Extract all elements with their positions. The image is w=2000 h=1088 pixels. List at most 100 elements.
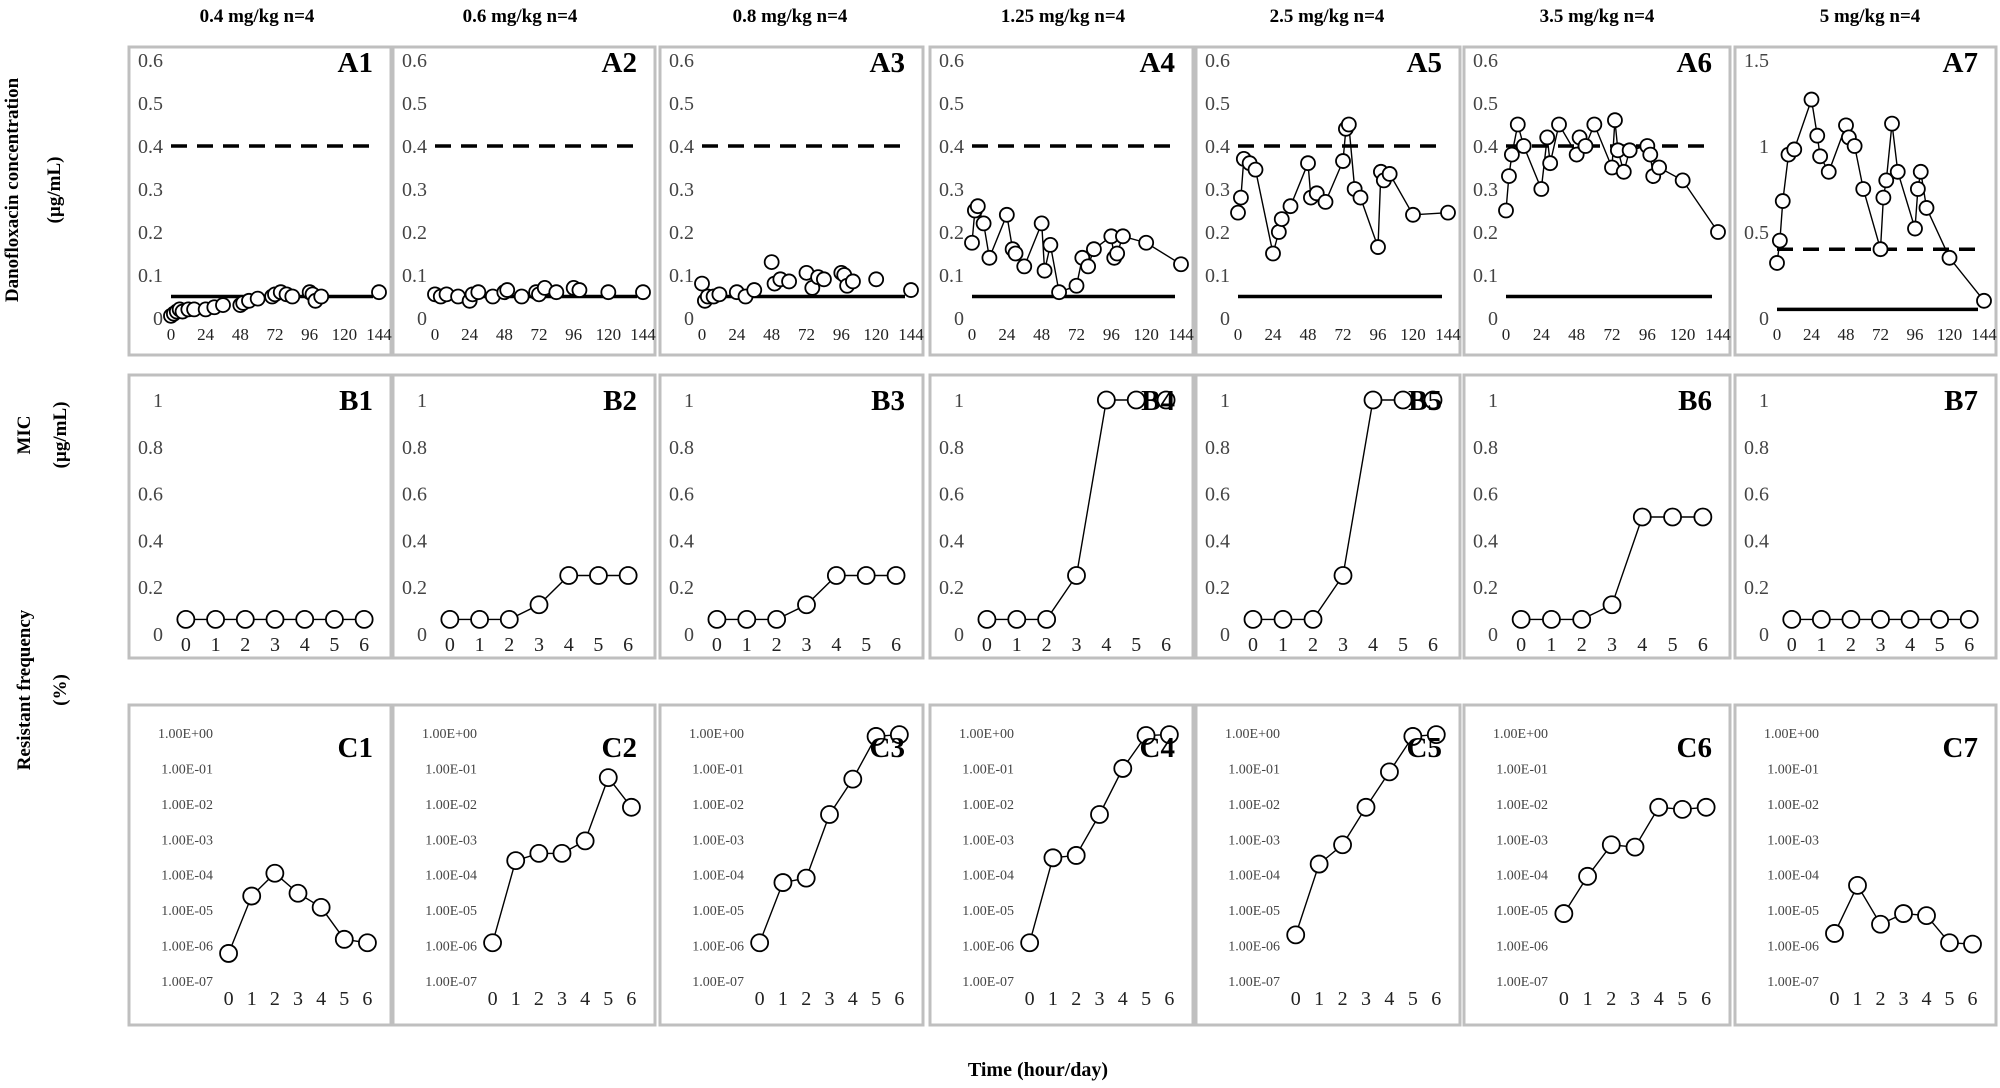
x-tick-label: 144 bbox=[366, 325, 392, 344]
x-tick-label: 24 bbox=[461, 325, 479, 344]
x-tick-label: 96 bbox=[1103, 325, 1120, 344]
x-tick-label: 0 bbox=[488, 988, 498, 1010]
y-tick-label: 0.4 bbox=[1205, 530, 1230, 552]
x-tick-label: 1 bbox=[211, 634, 221, 656]
data-point bbox=[1020, 933, 1040, 953]
panel-b3: 00.20.40.60.810 1 2 3 4 5 6B3 bbox=[658, 373, 925, 660]
row-labels: Danofloxacin concentration (µg/mL) MIC (… bbox=[2, 77, 71, 770]
x-tick-label: 72 bbox=[1068, 325, 1085, 344]
y-tick-label: 0.4 bbox=[1473, 530, 1498, 552]
y-tick-label: 1 bbox=[417, 390, 427, 412]
panel-label: B7 bbox=[1944, 385, 1978, 417]
y-tick-label: 0.5 bbox=[402, 93, 427, 115]
y-tick-label: 1.00E-04 bbox=[1767, 869, 1819, 884]
y-tick-label: 1.00E-07 bbox=[692, 975, 744, 990]
x-tick-label: 0 bbox=[431, 325, 440, 344]
data-point bbox=[506, 851, 526, 871]
x-tick-label: 0 bbox=[181, 634, 191, 656]
panel-border bbox=[1462, 703, 1732, 1027]
y-tick-label: 0.2 bbox=[669, 577, 694, 599]
y-tick-label: 0.3 bbox=[402, 179, 427, 201]
data-point bbox=[1907, 220, 1923, 237]
data-point bbox=[1115, 228, 1131, 245]
y-tick-label: 1.00E-04 bbox=[161, 869, 213, 884]
data-point bbox=[1917, 906, 1936, 926]
data-point bbox=[1352, 189, 1369, 206]
panel-b2: 00.20.40.60.810 1 2 3 4 5 6B2 bbox=[391, 373, 657, 660]
panel-b7: 00.20.40.60.810 1 2 3 4 5 6B7 bbox=[1733, 373, 1998, 660]
y-tick-label: 1.00E-02 bbox=[1496, 798, 1548, 813]
data-point bbox=[1501, 168, 1517, 185]
row-label-c-line1: Resistant frequency bbox=[14, 609, 35, 770]
x-tick-label: 5 bbox=[1141, 988, 1151, 1010]
y-tick-label: 1.00E-06 bbox=[692, 940, 744, 955]
panel-c5: 1.00E-07 1.00E-06 1.00E-05 1.00E-04 1.00E-03… bbox=[1194, 703, 1462, 1027]
x-tick-label: 3 bbox=[1899, 988, 1909, 1010]
data-point bbox=[1774, 193, 1791, 209]
panel-b6: 00.20.40.60.810 1 2 3 4 5 6B6 bbox=[1462, 373, 1732, 660]
x-tick-label: 2 bbox=[1577, 634, 1587, 656]
panel-label: A1 bbox=[338, 47, 373, 79]
x-tick-label: 6 bbox=[1161, 634, 1171, 656]
x-tick-label: 4 bbox=[1654, 988, 1664, 1010]
y-tick-label: 0.2 bbox=[402, 577, 427, 599]
data-point bbox=[1333, 566, 1353, 585]
panel-label: A6 bbox=[1677, 47, 1712, 79]
y-tick-label: 0.5 bbox=[138, 93, 163, 115]
data-point bbox=[1900, 609, 1920, 629]
column-titles: 0.4 mg/kg n=4 0.6 mg/kg n=4 0.8 mg/kg n=… bbox=[200, 6, 1921, 27]
panel-label: B6 bbox=[1678, 385, 1712, 417]
x-tick-label: 1 bbox=[475, 634, 485, 656]
data-point bbox=[981, 249, 998, 266]
panel-label: C2 bbox=[602, 732, 637, 764]
panel-label: C4 bbox=[1140, 732, 1175, 764]
panel-b1: 00.20.40.60.810 1 2 3 4 5 6B1 bbox=[127, 373, 393, 660]
panel-label: A3 bbox=[870, 47, 905, 79]
y-tick-label: 0.3 bbox=[1473, 179, 1498, 201]
data-point bbox=[1542, 609, 1561, 629]
panel-border bbox=[127, 373, 393, 660]
data-point bbox=[969, 198, 986, 215]
row-label-a-line2: (µg/mL) bbox=[44, 157, 65, 224]
data-point bbox=[635, 284, 651, 301]
x-tick-label: 2 bbox=[1338, 988, 1348, 1010]
data-point bbox=[1440, 204, 1456, 221]
y-tick-label: 0.2 bbox=[669, 222, 694, 244]
panel-a4: 0 0.1 0.2 0.3 0.4 0.5 0.6 0 24 48 72 96 120 144 A4 bbox=[928, 45, 1195, 357]
data-point bbox=[622, 797, 641, 817]
data-point bbox=[265, 863, 285, 883]
x-tick-label: 0 bbox=[698, 325, 707, 344]
data-point bbox=[1426, 725, 1446, 745]
data-point bbox=[820, 805, 839, 824]
data-point bbox=[1317, 193, 1334, 210]
x-tick-label: 48 bbox=[232, 325, 249, 344]
data-point bbox=[288, 883, 308, 903]
column-title: 2.5 mg/kg n=4 bbox=[1270, 6, 1385, 27]
data-point bbox=[1423, 390, 1443, 410]
x-tick-label: 1 bbox=[1314, 988, 1324, 1010]
panel-label: B3 bbox=[871, 385, 905, 417]
y-tick-label: 1.00E-06 bbox=[1228, 940, 1280, 955]
x-tick-label: 0 bbox=[968, 325, 977, 344]
y-tick-label: 0.3 bbox=[669, 179, 694, 201]
y-tick-label: 0.6 bbox=[1473, 484, 1498, 506]
panel-label: C1 bbox=[338, 732, 373, 764]
x-tick-label: 6 bbox=[359, 634, 369, 656]
x-tick-label: 3 bbox=[802, 634, 812, 656]
x-tick-label: 72 bbox=[1335, 325, 1352, 344]
y-tick-label: 1.00E-02 bbox=[962, 798, 1014, 813]
x-tick-label: 1 bbox=[1816, 634, 1826, 656]
x-tick-label: 144 bbox=[1971, 325, 1997, 344]
panel-label: A5 bbox=[1407, 47, 1442, 79]
data-point bbox=[781, 273, 797, 290]
x-tick-label: 120 bbox=[596, 325, 622, 344]
data-point bbox=[843, 769, 863, 789]
y-tick-label: 0 bbox=[153, 624, 163, 646]
data-point bbox=[903, 282, 919, 298]
data-point bbox=[1909, 181, 1926, 197]
y-tick-label: 1.00E-05 bbox=[161, 904, 213, 919]
data-point bbox=[1542, 155, 1559, 172]
y-tick-label: 1.00E-05 bbox=[692, 904, 744, 919]
x-tick-label: 3 bbox=[1607, 634, 1617, 656]
